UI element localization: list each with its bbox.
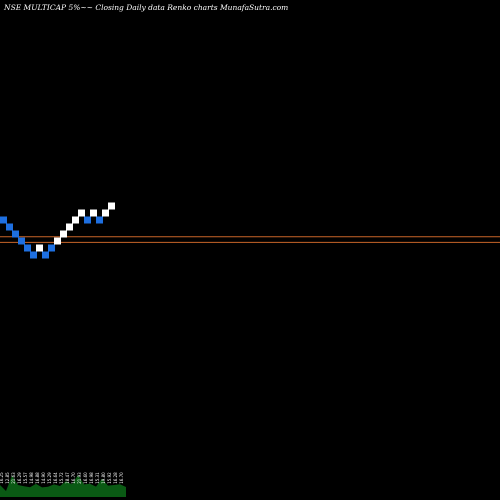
- renko-brick-down: [96, 216, 103, 224]
- volume-label: 16.70: [119, 472, 124, 484]
- renko-brick-down: [84, 216, 91, 224]
- renko-brick-down: [0, 216, 7, 224]
- volume-label: 21.93: [77, 472, 82, 484]
- volume-area: [0, 475, 126, 497]
- renko-brick-up: [78, 209, 85, 217]
- volume-label: 12.85: [5, 472, 10, 484]
- renko-brick-up: [72, 216, 79, 224]
- renko-brick-down: [48, 244, 55, 252]
- volume-label: 15.92: [107, 472, 112, 484]
- renko-brick-up: [108, 202, 115, 210]
- volume-label: 14.90: [41, 472, 46, 484]
- volume-label: 16.98: [89, 472, 94, 484]
- volume-label: 18.47: [65, 472, 70, 484]
- renko-brick-down: [18, 237, 25, 245]
- volume-label: 19.80: [101, 472, 106, 484]
- volume-label: 16.60: [83, 472, 88, 484]
- renko-brick-down: [12, 230, 19, 238]
- volume-label: 21.63: [11, 472, 16, 484]
- chart-title: NSE MULTICAP 5%~~ Closing Daily data Ren…: [4, 3, 289, 12]
- volume-label: 14.98: [29, 472, 34, 484]
- renko-brick-down: [30, 251, 37, 259]
- renko-brick-down: [24, 244, 31, 252]
- renko-brick-up: [54, 237, 61, 245]
- volume-label: 16.29: [17, 472, 22, 484]
- renko-brick-up: [36, 244, 43, 252]
- volume-label: 16.28: [113, 472, 118, 484]
- renko-brick-up: [102, 209, 109, 217]
- volume-label: 15.31: [95, 472, 100, 484]
- volume-label: 15.29: [47, 472, 52, 484]
- renko-brick-up: [90, 209, 97, 217]
- renko-brick-up: [60, 230, 67, 238]
- volume-label: 15.57: [23, 472, 28, 484]
- volume-label: 16.70: [71, 472, 76, 484]
- volume-label: 16.25: [0, 472, 4, 484]
- renko-brick-down: [42, 251, 49, 259]
- volume-label: 16.64: [53, 472, 58, 484]
- renko-brick-up: [66, 223, 73, 231]
- renko-brick-down: [6, 223, 13, 231]
- volume-label: 15.72: [59, 472, 64, 484]
- volume-label: 16.88: [35, 472, 40, 484]
